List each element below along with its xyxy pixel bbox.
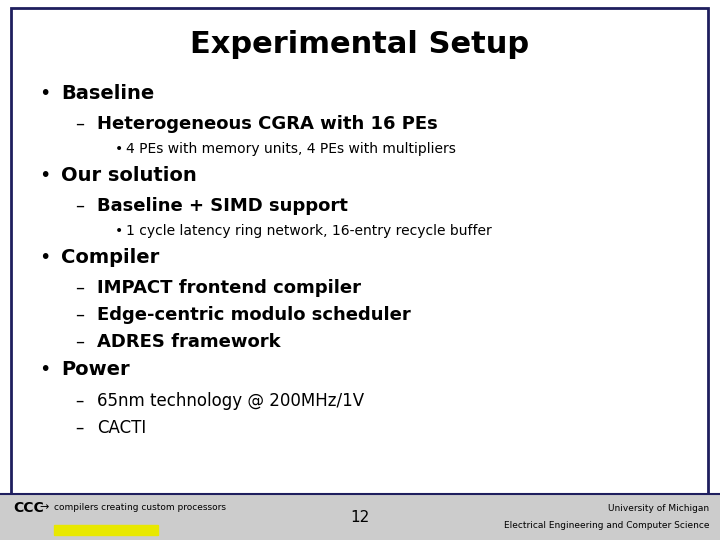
- Text: Baseline: Baseline: [61, 84, 155, 103]
- Text: •: •: [40, 248, 51, 267]
- Text: compilers creating custom processors: compilers creating custom processors: [54, 503, 226, 512]
- Text: 1 cycle latency ring network, 16-entry recycle buffer: 1 cycle latency ring network, 16-entry r…: [126, 224, 492, 238]
- Text: Baseline + SIMD support: Baseline + SIMD support: [97, 197, 348, 215]
- Text: Edge-centric modulo scheduler: Edge-centric modulo scheduler: [97, 306, 411, 324]
- Text: •: •: [40, 84, 51, 103]
- FancyBboxPatch shape: [11, 8, 708, 494]
- Text: •: •: [40, 360, 51, 379]
- Bar: [0, 494, 720, 540]
- Text: University of Michigan: University of Michigan: [608, 504, 709, 513]
- Text: Electrical Engineering and Computer Science: Electrical Engineering and Computer Scie…: [504, 522, 709, 530]
- Text: IMPACT frontend compiler: IMPACT frontend compiler: [97, 279, 361, 297]
- Text: Power: Power: [61, 360, 130, 379]
- Text: Heterogeneous CGRA with 16 PEs: Heterogeneous CGRA with 16 PEs: [97, 115, 438, 133]
- Text: CACTI: CACTI: [97, 418, 146, 436]
- Text: 65nm technology @ 200MHz/1V: 65nm technology @ 200MHz/1V: [97, 392, 364, 409]
- Text: •: •: [115, 224, 123, 238]
- Text: →: →: [40, 503, 49, 512]
- Text: –: –: [76, 418, 84, 436]
- Text: –: –: [76, 115, 85, 133]
- Text: •: •: [115, 142, 123, 156]
- Text: –: –: [76, 333, 85, 351]
- Bar: [54, 525, 158, 535]
- Text: 4 PEs with memory units, 4 PEs with multipliers: 4 PEs with memory units, 4 PEs with mult…: [126, 142, 456, 156]
- Text: CCC: CCC: [13, 501, 44, 515]
- Text: –: –: [76, 306, 85, 324]
- Text: –: –: [76, 197, 85, 215]
- Text: –: –: [76, 392, 84, 409]
- Text: Compiler: Compiler: [61, 248, 159, 267]
- Text: 12: 12: [351, 510, 369, 525]
- Text: Our solution: Our solution: [61, 166, 197, 185]
- Text: –: –: [76, 279, 85, 297]
- Text: Experimental Setup: Experimental Setup: [190, 30, 530, 59]
- Text: •: •: [40, 166, 51, 185]
- Text: ADRES framework: ADRES framework: [97, 333, 281, 351]
